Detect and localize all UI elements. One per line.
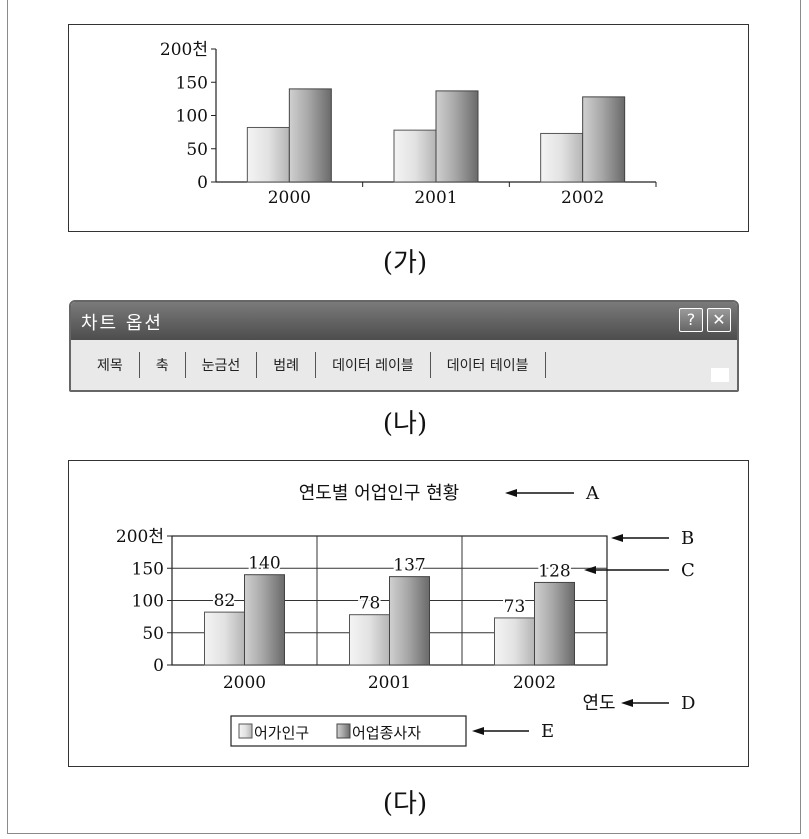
caption-da: (다): [382, 789, 428, 819]
caption-na: (나): [382, 409, 428, 439]
bar-series-2: [534, 581, 575, 666]
caption-ga: (가): [382, 248, 428, 278]
x-tick-label: 2002: [513, 673, 556, 693]
chart-options-dialog: 차트 옵션 ? ✕ 제목 축 눈금선 범례 데이터 레이블 데이터 테이블: [69, 300, 739, 392]
dialog-tab-bar: 제목 축 눈금선 범례 데이터 레이블 데이터 테이블: [81, 350, 546, 380]
annotation-arrow-head: [584, 566, 596, 574]
y-tick-label: 0: [153, 656, 164, 676]
bar-series-1: [540, 132, 584, 183]
close-button[interactable]: ✕: [707, 308, 731, 332]
legend-swatch-2: [336, 723, 351, 739]
bar-series-1: [204, 611, 245, 666]
tab-data-table[interactable]: 데이터 테이블: [431, 352, 546, 378]
annotation-letter: A: [585, 483, 600, 504]
x-tick-label: 2001: [414, 188, 457, 208]
x-tick-label: 2000: [223, 673, 266, 693]
data-label: 82: [214, 591, 236, 611]
y-tick-label: 50: [142, 624, 164, 644]
y-tick-label: 200천: [116, 527, 164, 547]
tab-title[interactable]: 제목: [81, 352, 140, 378]
y-tick-label: 200천: [160, 40, 208, 60]
data-label: 137: [393, 556, 425, 576]
y-tick-label: 0: [197, 173, 208, 193]
tab-data-labels[interactable]: 데이터 레이블: [316, 352, 431, 378]
y-tick-label: 100: [176, 107, 208, 127]
legend: 어가인구 어업종사자: [230, 715, 467, 747]
data-label: 128: [538, 561, 570, 581]
tab-gridlines[interactable]: 눈금선: [186, 352, 258, 378]
figure-frame: [7, 0, 801, 834]
annotation-arrow-head: [621, 699, 633, 707]
legend-swatch-1: [238, 723, 253, 739]
annotation-arrow-head: [505, 489, 517, 497]
tab-legend[interactable]: 범례: [257, 352, 317, 378]
bar-series-2: [244, 574, 285, 666]
x-tick-label: 2001: [368, 673, 411, 693]
help-button[interactable]: ?: [679, 308, 703, 332]
dialog-title: 차트 옵션: [81, 313, 163, 334]
chart-da: 연도별 어업인구 현황 0 50 100 150 200천 82 140 2000 78 137 20…: [116, 483, 695, 747]
annotation-arrow-head: [611, 534, 623, 542]
bar-series-1: [393, 129, 437, 183]
chart-panel-da: 연도별 어업인구 현황 0 50 100 150 200천 82 140 2000 78 137 20…: [68, 460, 749, 767]
data-label: 73: [504, 597, 526, 617]
chart-ga: 0 50 100 150 200천 2000 2001 2002: [160, 40, 657, 208]
bar-series-1: [494, 617, 535, 666]
bar-series-2: [582, 96, 626, 183]
bar-series-2: [435, 90, 479, 183]
y-tick-label: 50: [186, 140, 208, 160]
bar-series-2: [389, 576, 430, 666]
x-axis-label: 연도: [582, 693, 615, 714]
annotation-letter: D: [681, 693, 695, 714]
annotation-letter: E: [541, 721, 554, 742]
chart-title: 연도별 어업인구 현황: [299, 483, 459, 504]
annotation-arrow-head: [472, 727, 484, 735]
legend-label-1: 어가인구: [254, 724, 309, 742]
chart-panel-ga: 0 50 100 150 200천 2000 2001 2002: [68, 24, 749, 232]
x-tick-label: 2000: [268, 188, 311, 208]
tab-axis[interactable]: 축: [140, 352, 186, 378]
legend-label-2: 어업종사자: [352, 724, 421, 742]
annotation-letter: B: [681, 528, 694, 549]
dialog-titlebar[interactable]: 차트 옵션 ? ✕: [71, 302, 737, 340]
bar-series-1: [246, 126, 290, 183]
y-tick-label: 150: [176, 73, 208, 93]
bar-series-1: [349, 614, 390, 666]
y-tick-label: 100: [132, 592, 164, 612]
x-tick-label: 2002: [561, 188, 604, 208]
annotation-letter: C: [681, 560, 695, 581]
data-label: 140: [248, 554, 280, 574]
y-tick-label: 150: [132, 559, 164, 579]
bar-series-2: [288, 88, 332, 183]
data-label: 78: [359, 594, 381, 614]
dialog-corner-box: [711, 368, 729, 382]
